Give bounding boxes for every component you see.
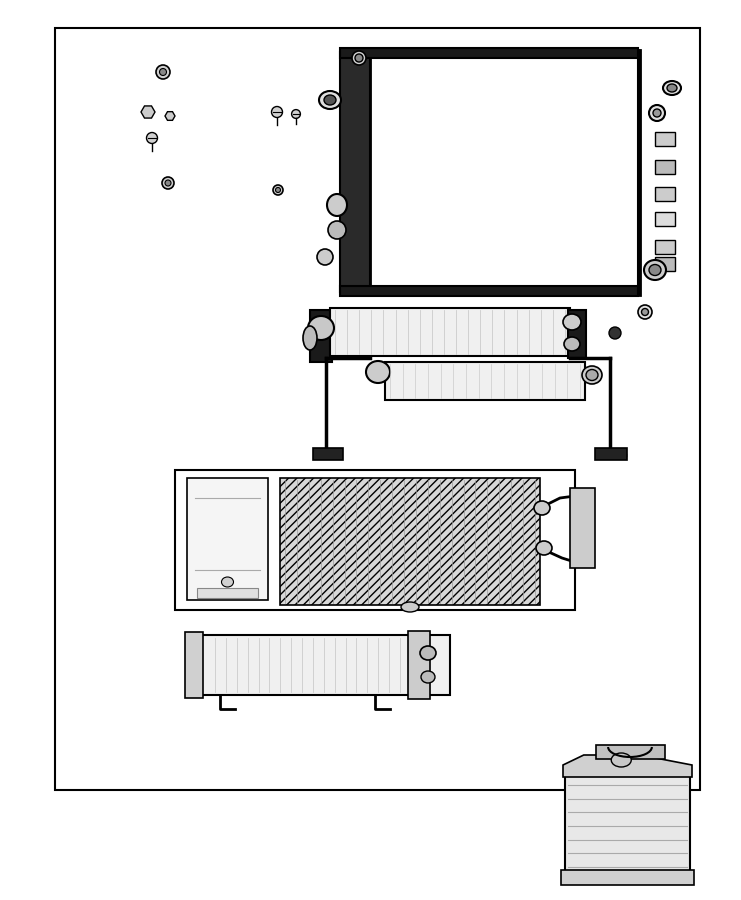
Bar — [370, 50, 640, 295]
Ellipse shape — [156, 65, 170, 79]
Ellipse shape — [303, 326, 317, 350]
Bar — [655, 132, 675, 146]
Bar — [55, 28, 700, 790]
Bar — [340, 286, 638, 296]
Bar — [408, 631, 430, 699]
Bar — [330, 308, 570, 356]
Bar — [175, 470, 575, 610]
Ellipse shape — [165, 180, 171, 186]
Ellipse shape — [564, 337, 580, 351]
Ellipse shape — [273, 185, 283, 195]
Ellipse shape — [319, 91, 341, 109]
Bar — [595, 448, 627, 460]
Bar — [280, 478, 540, 605]
Bar — [385, 362, 585, 400]
Ellipse shape — [328, 221, 346, 239]
Ellipse shape — [147, 132, 158, 143]
Polygon shape — [340, 50, 370, 295]
Ellipse shape — [649, 265, 661, 275]
Bar — [655, 212, 675, 226]
Bar — [655, 240, 675, 254]
Ellipse shape — [563, 314, 581, 330]
Ellipse shape — [366, 361, 390, 383]
Bar — [570, 488, 595, 568]
Ellipse shape — [663, 81, 681, 95]
Ellipse shape — [162, 177, 174, 189]
Bar — [200, 635, 450, 695]
Polygon shape — [165, 112, 175, 121]
Ellipse shape — [308, 316, 334, 340]
Ellipse shape — [649, 105, 665, 121]
Ellipse shape — [292, 110, 300, 119]
Ellipse shape — [642, 309, 648, 316]
Ellipse shape — [327, 194, 347, 216]
Bar — [568, 310, 586, 358]
Ellipse shape — [271, 106, 282, 118]
Ellipse shape — [653, 109, 661, 117]
Bar — [655, 257, 675, 271]
Polygon shape — [141, 106, 155, 118]
Ellipse shape — [276, 187, 281, 193]
Bar — [340, 48, 638, 58]
Bar — [561, 870, 694, 885]
Polygon shape — [563, 755, 692, 777]
Ellipse shape — [421, 671, 435, 683]
Polygon shape — [638, 50, 640, 295]
Ellipse shape — [638, 305, 652, 319]
Ellipse shape — [401, 602, 419, 612]
Ellipse shape — [420, 646, 436, 660]
Ellipse shape — [352, 51, 366, 65]
Bar — [197, 588, 258, 598]
Ellipse shape — [667, 84, 677, 92]
Ellipse shape — [582, 366, 602, 384]
Ellipse shape — [324, 95, 336, 105]
Ellipse shape — [355, 54, 363, 62]
Bar — [185, 632, 203, 698]
Bar — [655, 160, 675, 174]
Ellipse shape — [317, 249, 333, 265]
Bar — [310, 310, 332, 362]
Ellipse shape — [536, 541, 552, 555]
Bar — [313, 448, 343, 460]
Ellipse shape — [159, 68, 167, 76]
Bar — [187, 478, 268, 600]
Ellipse shape — [586, 370, 598, 381]
Ellipse shape — [534, 501, 550, 515]
Bar — [597, 745, 665, 759]
Ellipse shape — [222, 577, 233, 587]
Bar — [655, 187, 675, 201]
Ellipse shape — [644, 260, 666, 280]
Ellipse shape — [609, 327, 621, 339]
Bar — [565, 775, 690, 875]
Ellipse shape — [611, 753, 631, 767]
